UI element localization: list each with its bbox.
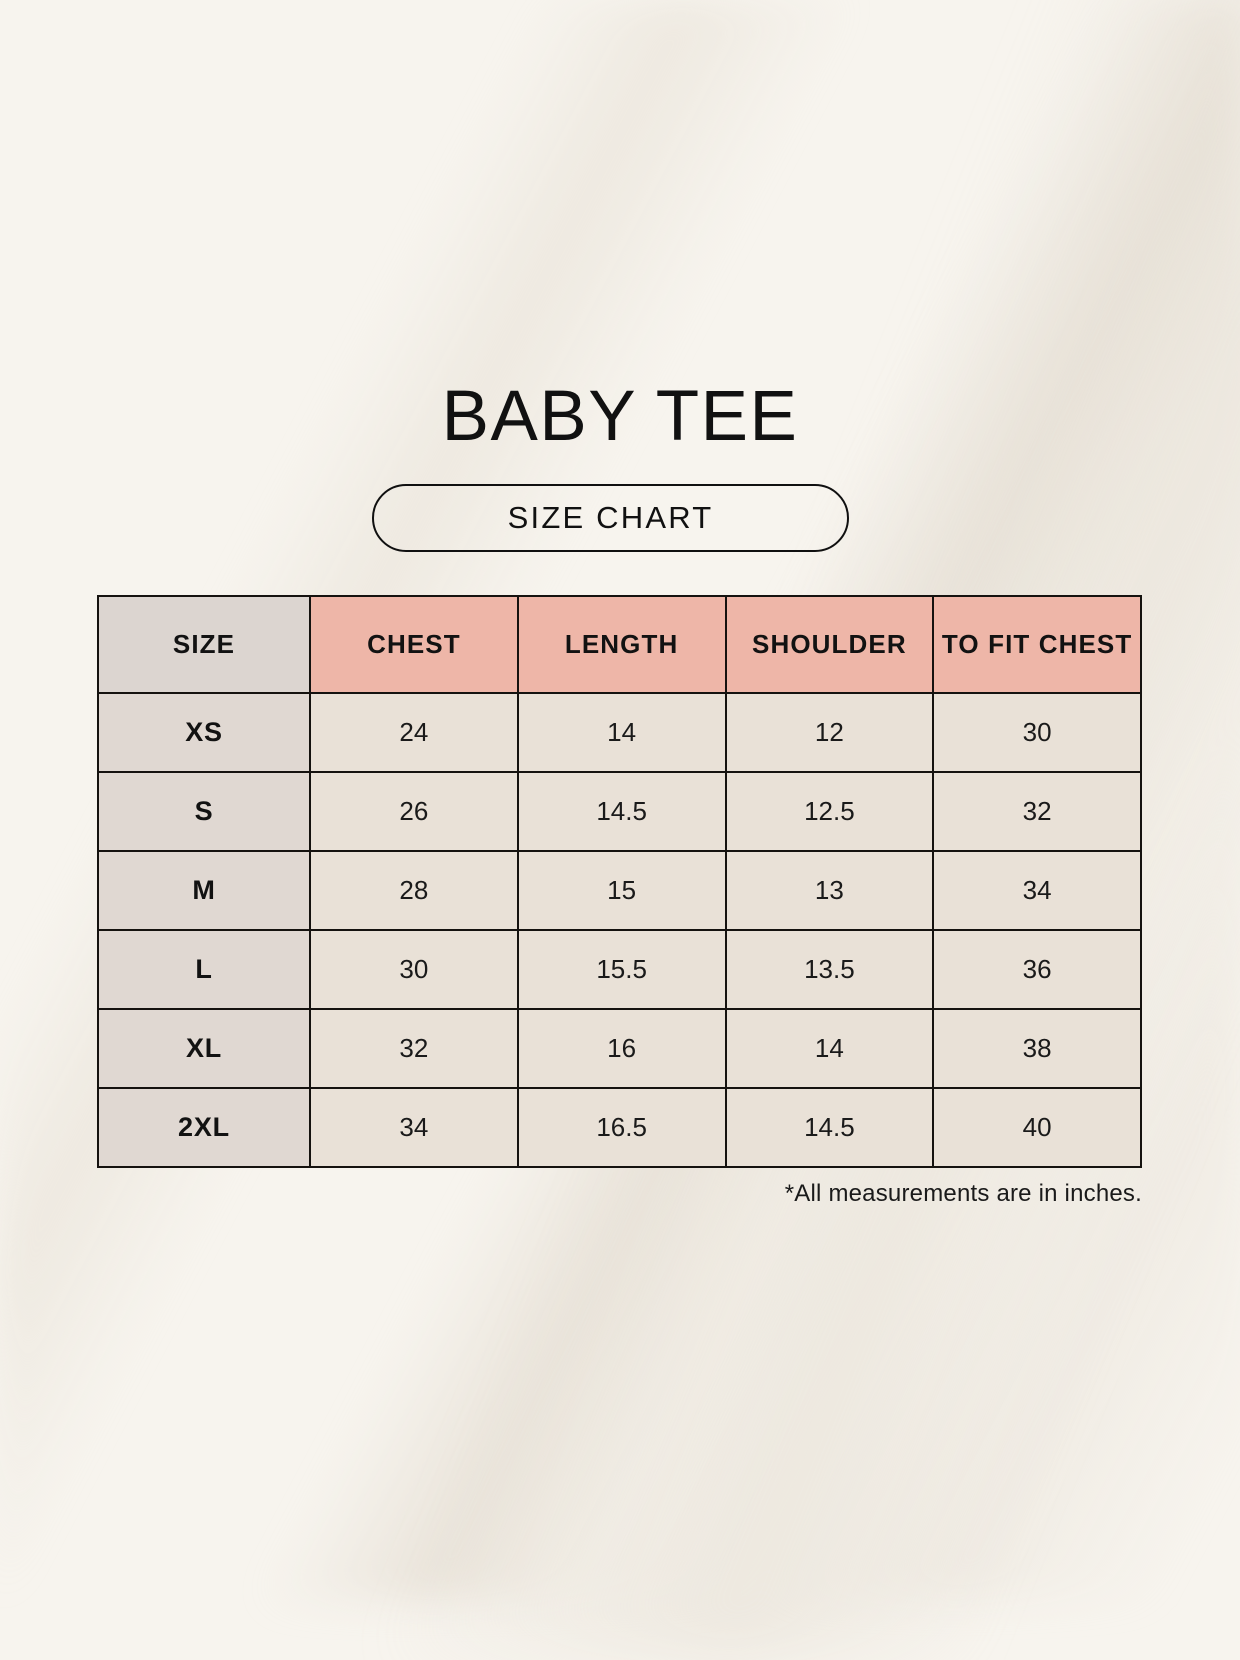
cell-to-fit-chest-xs: 30 [932, 692, 1142, 773]
table-row: 2XL 34 16.5 14.5 40 [97, 1087, 1142, 1168]
size-table-body: XS 24 14 12 30 S 26 14.5 12.5 32 M 28 15 [97, 692, 1142, 1168]
cell-length-xl: 16 [516, 1008, 727, 1089]
cell-chest-s: 26 [309, 771, 519, 852]
table-row: XL 32 16 14 38 [97, 1008, 1142, 1089]
table-row: XS 24 14 12 30 [97, 692, 1142, 773]
column-header-chest: CHEST [309, 595, 519, 694]
column-header-length: LENGTH [516, 595, 727, 694]
cell-to-fit-chest-2xl: 40 [932, 1087, 1142, 1168]
cell-to-fit-chest-m: 34 [932, 850, 1142, 931]
cell-size-xs: XS [97, 692, 311, 773]
cell-to-fit-chest-s: 32 [932, 771, 1142, 852]
cell-chest-xl: 32 [309, 1008, 519, 1089]
cell-length-s: 14.5 [516, 771, 727, 852]
cell-shoulder-xl: 14 [724, 1008, 935, 1089]
cell-size-s: S [97, 771, 311, 852]
column-header-shoulder: SHOULDER [724, 595, 935, 694]
table-row: S 26 14.5 12.5 32 [97, 771, 1142, 852]
size-table-header: SIZE CHEST LENGTH SHOULDER TO FIT CHEST [97, 595, 1142, 694]
size-chart-badge-label: SIZE CHART [507, 500, 714, 535]
column-header-size: SIZE [97, 595, 311, 694]
cell-chest-2xl: 34 [309, 1087, 519, 1168]
cell-length-m: 15 [516, 850, 727, 931]
size-table: SIZE CHEST LENGTH SHOULDER TO FIT CHEST … [97, 595, 1142, 1168]
cell-size-m: M [97, 850, 311, 931]
cell-to-fit-chest-l: 36 [932, 929, 1142, 1010]
cell-length-xs: 14 [516, 692, 727, 773]
cell-shoulder-s: 12.5 [724, 771, 935, 852]
cell-chest-xs: 24 [309, 692, 519, 773]
table-header-row: SIZE CHEST LENGTH SHOULDER TO FIT CHEST [97, 595, 1142, 694]
cell-shoulder-l: 13.5 [724, 929, 935, 1010]
page-title: BABY TEE [441, 376, 799, 456]
cell-size-2xl: 2XL [97, 1087, 311, 1168]
cell-size-xl: XL [97, 1008, 311, 1089]
cell-shoulder-m: 13 [724, 850, 935, 931]
cell-to-fit-chest-xl: 38 [932, 1008, 1142, 1089]
column-header-to-fit-chest: TO FIT CHEST [932, 595, 1142, 694]
size-table-container: SIZE CHEST LENGTH SHOULDER TO FIT CHEST … [97, 595, 1142, 1168]
cell-chest-l: 30 [309, 929, 519, 1010]
table-row: M 28 15 13 34 [97, 850, 1142, 931]
cell-length-2xl: 16.5 [516, 1087, 727, 1168]
cell-size-l: L [97, 929, 311, 1010]
table-row: L 30 15.5 13.5 36 [97, 929, 1142, 1010]
size-chart-badge: SIZE CHART [372, 484, 849, 552]
cell-shoulder-2xl: 14.5 [724, 1087, 935, 1168]
measurement-units-footnote: *All measurements are in inches. [784, 1180, 1142, 1207]
cell-chest-m: 28 [309, 850, 519, 931]
cell-shoulder-xs: 12 [724, 692, 935, 773]
cell-length-l: 15.5 [516, 929, 727, 1010]
